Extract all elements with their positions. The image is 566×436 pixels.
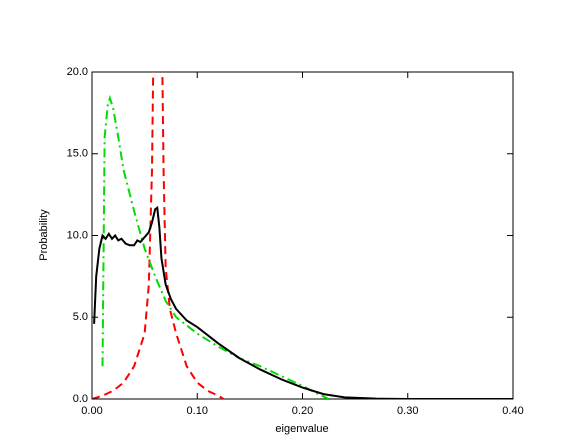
y-tick-label: 15.0 [67,148,88,160]
y-axis-label: Probability [38,209,50,261]
plot-frame [91,71,514,400]
x-tick-label: 0.30 [397,405,418,417]
x-tick-label: 0.00 [81,405,102,417]
y-tick-label: 0.0 [73,393,88,405]
y-tick-label: 20.0 [67,66,88,78]
x-tick-label: 0.10 [187,405,208,417]
y-tick-label: 10.0 [67,229,88,241]
series-line [93,205,513,399]
series-line [92,72,225,399]
plot-area [92,72,513,399]
x-tick-label: 0.40 [502,405,523,417]
series-line [101,94,330,399]
y-tick-label: 5.0 [73,311,88,323]
x-axis-label: eigenvalue [275,423,328,435]
x-tick-label: 0.20 [292,405,313,417]
